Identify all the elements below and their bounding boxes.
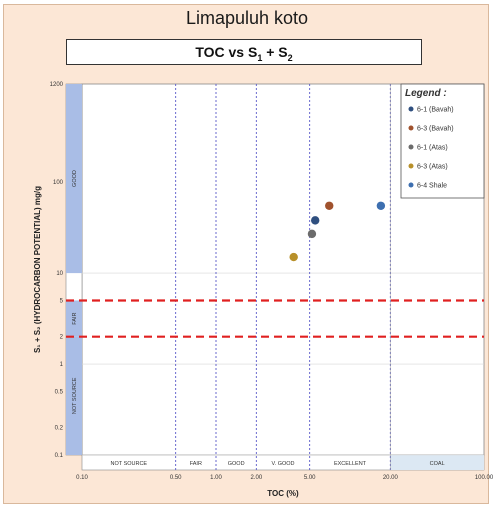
title-sub2: 2 <box>287 52 293 63</box>
x-band-label: GOOD <box>228 461 245 467</box>
x-band-label: NOT SOURCE <box>111 461 148 467</box>
x-band-label: V. GOOD <box>271 461 294 467</box>
legend-marker <box>408 163 414 169</box>
y-band-label: GOOD <box>72 170 78 187</box>
x-tick-label: 1.00 <box>210 475 222 481</box>
title-prefix: TOC vs S <box>195 44 258 60</box>
y-tick-label: 5 <box>60 298 64 304</box>
chart-header: Limapuluh koto <box>185 8 309 28</box>
x-axis-title: TOC (%) <box>267 489 299 498</box>
y-tick-label: 2 <box>60 335 64 341</box>
y-tick-label: 1 <box>60 362 64 368</box>
data-point <box>289 252 298 262</box>
legend-entry: 6-1 (Atas) <box>417 145 448 152</box>
legend-marker <box>408 106 414 112</box>
chart-title: TOC vs S1 + S2 <box>66 39 422 65</box>
title-mid: + S <box>262 44 288 60</box>
data-point <box>311 216 320 225</box>
data-point <box>325 201 334 210</box>
x-band-label: EXCELLENT <box>334 461 367 467</box>
data-point <box>307 229 317 239</box>
legend-title: Legend : <box>405 88 447 99</box>
legend-marker <box>408 144 414 150</box>
x-tick-label: 0.50 <box>170 475 182 481</box>
x-band-label: FAIR <box>190 461 202 467</box>
x-tick-label: 100.00 <box>475 475 494 481</box>
x-tick-label: 0.10 <box>76 475 88 481</box>
y-tick-label: 1200 <box>50 82 64 88</box>
legend-entry: 6-1 (Bavah) <box>417 107 454 114</box>
y-band-good <box>66 84 82 274</box>
y-tick-label: 0.5 <box>55 389 64 395</box>
legend-entry: 6-3 (Bavah) <box>417 126 454 133</box>
x-tick-label: 2.00 <box>250 475 262 481</box>
y-tick-label: 10 <box>56 271 63 277</box>
y-axis-title: S₁ + S₂ (HYDROCARBON POTENTIAL) mg/g <box>33 186 42 353</box>
y-band-label: FAIR <box>72 312 78 324</box>
title-sub1: 1 <box>257 52 263 63</box>
legend-marker <box>408 125 414 131</box>
y-band-label: NOT SOURCE <box>72 377 78 414</box>
x-tick-label: 20.00 <box>383 475 399 481</box>
y-tick-label: 100 <box>53 180 64 186</box>
y-band-not-source <box>66 336 82 455</box>
x-band-coal-fill <box>390 455 484 470</box>
x-tick-label: 5.00 <box>304 475 316 481</box>
legend-marker <box>408 182 414 188</box>
y-tick-label: 0.1 <box>55 453 64 459</box>
y-tick-label: 0.2 <box>55 426 64 432</box>
legend-box <box>400 83 485 199</box>
x-band-label: COAL <box>430 461 445 467</box>
data-point <box>376 201 386 210</box>
y-band-fair <box>66 300 82 337</box>
legend-entry: 6-3 (Atas) <box>417 164 448 171</box>
legend-entry: 6-4 Shale <box>417 183 447 190</box>
